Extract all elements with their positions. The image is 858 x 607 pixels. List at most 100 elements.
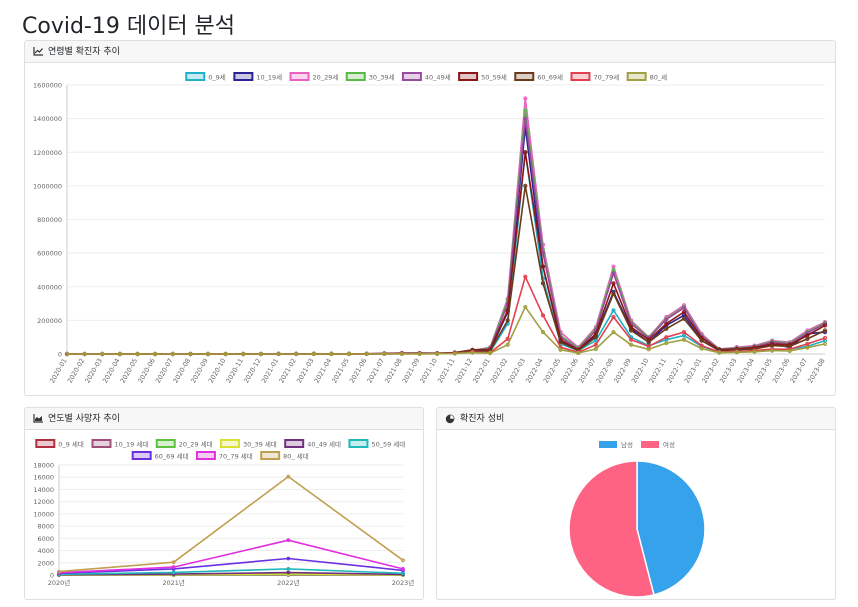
legend-swatch — [458, 72, 479, 81]
data-point — [805, 341, 810, 347]
data-point — [681, 305, 687, 310]
data-point — [258, 351, 264, 357]
data-point — [523, 304, 528, 310]
y-tick-label: 12000 — [33, 498, 54, 506]
data-point — [82, 351, 87, 357]
data-point — [153, 351, 158, 357]
data-point — [646, 340, 651, 345]
legend-label: 40_49 세대 — [307, 440, 341, 449]
data-point — [805, 336, 810, 341]
data-point — [770, 348, 775, 353]
y-tick-label: 1400000 — [33, 115, 62, 123]
data-point — [401, 558, 405, 563]
pie-slice — [568, 460, 655, 598]
data-point — [628, 342, 634, 347]
y-tick-label: 1600000 — [33, 82, 62, 90]
data-point — [487, 351, 493, 356]
yearly-deaths-card: 연도별 사망자 추이 0 2000 4000 6000 8000 10000 12000 14… — [24, 407, 424, 600]
data-point — [286, 556, 291, 561]
gender-ratio-card: 확진자 성비 남성 여성 — [436, 407, 836, 600]
y-tick-label: 4000 — [37, 547, 54, 555]
legend-swatch — [91, 439, 112, 448]
data-point — [171, 565, 176, 569]
legend-swatch — [284, 439, 305, 448]
data-point — [205, 351, 211, 357]
data-point — [611, 330, 616, 335]
data-point — [505, 318, 510, 323]
x-tick-label: 2021년 — [162, 578, 185, 587]
legend-swatch — [641, 441, 659, 448]
legend-label: 10_19 세대 — [114, 440, 148, 449]
legend-label: 80_ 세대 — [283, 452, 309, 461]
series-line — [67, 185, 826, 355]
data-point — [100, 351, 105, 357]
data-point — [540, 330, 546, 335]
series-line — [58, 571, 404, 576]
data-point — [576, 350, 581, 356]
legend-swatch — [195, 451, 216, 460]
data-point — [628, 337, 634, 342]
line-chart-icon — [33, 47, 43, 56]
data-point — [646, 347, 651, 352]
legend-label: 50_59 세대 — [371, 440, 405, 449]
yearly-deaths-line-chart: 0 2000 4000 6000 8000 10000 12000 14000 16000 180… — [33, 439, 415, 587]
x-tick-label: 2023년 — [392, 578, 415, 587]
legend-label: 남성 — [621, 440, 633, 449]
data-point — [611, 281, 616, 286]
y-tick-label: 200000 — [37, 317, 62, 325]
data-point — [593, 342, 598, 347]
series-line — [58, 539, 404, 574]
data-point — [505, 342, 510, 347]
data-point — [170, 351, 175, 357]
data-point — [540, 281, 546, 286]
data-point — [286, 538, 291, 543]
legend-swatch — [348, 439, 369, 448]
yearly-deaths-card-title: 연도별 사망자 추이 — [48, 413, 120, 424]
data-point — [664, 340, 669, 346]
data-point — [329, 351, 334, 357]
gender-ratio-pie-chart: 남성 여성 — [568, 440, 706, 598]
data-point — [822, 323, 828, 328]
y-tick-label: 6000 — [37, 535, 54, 543]
y-tick-label: 18000 — [33, 462, 54, 470]
data-point — [382, 351, 387, 357]
gender-ratio-card-title: 확진자 성비 — [460, 413, 505, 424]
data-point — [188, 351, 193, 357]
legend-swatch — [155, 439, 176, 448]
data-point — [470, 350, 475, 355]
x-tick-label: 2023-08 — [806, 357, 827, 385]
legend-label: 여성 — [663, 440, 675, 449]
legend-swatch — [233, 72, 254, 81]
legend-label: 70_79 세대 — [219, 452, 253, 461]
data-point — [681, 316, 687, 321]
data-point — [311, 351, 316, 357]
data-point — [64, 351, 70, 357]
data-point — [558, 347, 563, 352]
data-point — [752, 349, 757, 354]
legend-label: 10_19세 — [256, 73, 282, 82]
data-point — [664, 326, 669, 331]
age-cases-card-header: 연령별 확진자 추이 — [25, 41, 835, 63]
data-point — [401, 566, 405, 571]
data-point — [787, 348, 792, 354]
data-point — [664, 335, 669, 340]
data-point — [681, 333, 687, 338]
data-point — [276, 351, 281, 357]
data-point — [770, 343, 775, 348]
data-point — [286, 566, 291, 571]
data-point — [717, 350, 722, 355]
pie-slice — [636, 460, 706, 596]
data-point — [628, 328, 634, 333]
data-point — [523, 116, 528, 121]
y-tick-label: 800000 — [37, 216, 62, 224]
y-tick-label: 0 — [58, 351, 62, 359]
data-point — [699, 346, 704, 351]
legend-label: 40_49세 — [425, 73, 451, 82]
data-point — [822, 328, 828, 333]
legend-swatch — [570, 72, 591, 81]
data-point — [558, 340, 563, 345]
data-point — [681, 330, 687, 335]
data-point — [681, 309, 687, 315]
legend-swatch — [35, 439, 56, 448]
series-line — [67, 306, 826, 355]
